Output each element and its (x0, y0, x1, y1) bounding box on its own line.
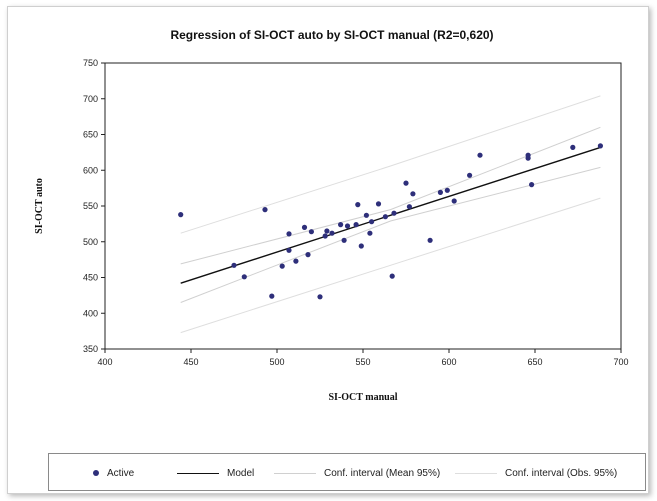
legend-label-conf-obs: Conf. interval (Obs. 95%) (505, 467, 618, 479)
legend-label-active: Active (107, 467, 135, 479)
y-tick-label: 400 (83, 308, 98, 318)
data-point (293, 258, 299, 264)
y-tick-label: 750 (83, 58, 98, 68)
data-point (324, 228, 330, 234)
data-point (341, 237, 347, 243)
y-tick-label: 700 (83, 94, 98, 104)
data-point (338, 222, 344, 228)
conf-obs-lower-line (180, 197, 601, 334)
x-tick-label: 500 (269, 357, 284, 367)
x-axis: 400 450 500 550 600 650 700 (97, 349, 629, 367)
data-point (410, 191, 416, 197)
data-point (317, 294, 323, 300)
data-point (427, 237, 433, 243)
x-tick-label: 600 (441, 357, 456, 367)
x-tick-label: 650 (527, 357, 542, 367)
y-axis-label: SI-OCT auto (34, 178, 45, 234)
data-point (322, 233, 328, 239)
conf-obs-upper-line (180, 95, 601, 234)
y-tick-label: 600 (83, 165, 98, 175)
legend-item-model: Model (177, 454, 254, 492)
x-tick-label: 700 (613, 357, 628, 367)
data-point (451, 198, 457, 204)
data-point (286, 247, 292, 253)
data-point (369, 219, 375, 225)
y-tick-label: 650 (83, 130, 98, 140)
x-axis-label: SI-OCT manual (328, 392, 397, 403)
data-point (403, 180, 409, 186)
data-point (406, 204, 412, 210)
legend: Active Model Conf. interval (Mean 95%) C… (48, 453, 646, 491)
legend-item-conf-obs: Conf. interval (Obs. 95%) (455, 454, 617, 492)
data-point (262, 207, 268, 213)
y-tick-label: 450 (83, 273, 98, 283)
data-point (375, 201, 382, 207)
data-point (363, 212, 369, 218)
data-point (308, 229, 314, 235)
data-point (570, 144, 576, 150)
chart-title: Regression of SI-OCT auto by SI-OCT manu… (170, 28, 493, 42)
data-point (382, 214, 388, 220)
data-point (391, 210, 397, 216)
data-point (301, 224, 308, 230)
data-point (231, 262, 237, 268)
data-point (344, 223, 351, 229)
data-point (269, 293, 275, 299)
data-point (178, 212, 184, 218)
data-point (355, 202, 361, 208)
chart-frame: Regression of SI-OCT auto by SI-OCT manu… (7, 6, 649, 494)
legend-marker-model (177, 472, 219, 474)
data-point (353, 222, 359, 228)
legend-label-conf-mean: Conf. interval (Mean 95%) (324, 467, 441, 479)
data-point (444, 187, 450, 193)
y-axis: 350 400 450 500 550 600 650 700 750 (83, 58, 105, 354)
data-point (329, 230, 335, 236)
y-tick-label: 350 (83, 344, 98, 354)
legend-marker-conf-mean (274, 472, 316, 474)
data-point (358, 243, 364, 249)
y-tick-label: 550 (83, 201, 98, 211)
data-point (389, 273, 395, 279)
data-point (477, 152, 483, 158)
regression-chart: Regression of SI-OCT auto by SI-OCT manu… (34, 28, 629, 403)
data-points (178, 143, 604, 300)
data-point (437, 189, 443, 195)
model-line-group (180, 146, 601, 284)
legend-item-conf-mean: Conf. interval (Mean 95%) (274, 454, 440, 492)
data-point (525, 155, 531, 161)
y-tick-label: 500 (83, 237, 98, 247)
x-tick-label: 400 (97, 357, 112, 367)
data-point (597, 143, 604, 149)
legend-label-model: Model (227, 467, 255, 479)
model-line (180, 146, 601, 284)
data-point (367, 230, 373, 236)
x-tick-label: 550 (355, 357, 370, 367)
plot-area (104, 62, 622, 350)
legend-item-active: Active (93, 454, 134, 492)
data-point (241, 274, 247, 280)
legend-marker-conf-obs (455, 472, 497, 474)
data-point (529, 182, 535, 188)
legend-marker-active (93, 470, 99, 476)
x-tick-label: 450 (183, 357, 198, 367)
data-point (286, 231, 292, 237)
data-point (279, 263, 285, 269)
data-point (467, 172, 473, 178)
data-point (305, 252, 311, 258)
